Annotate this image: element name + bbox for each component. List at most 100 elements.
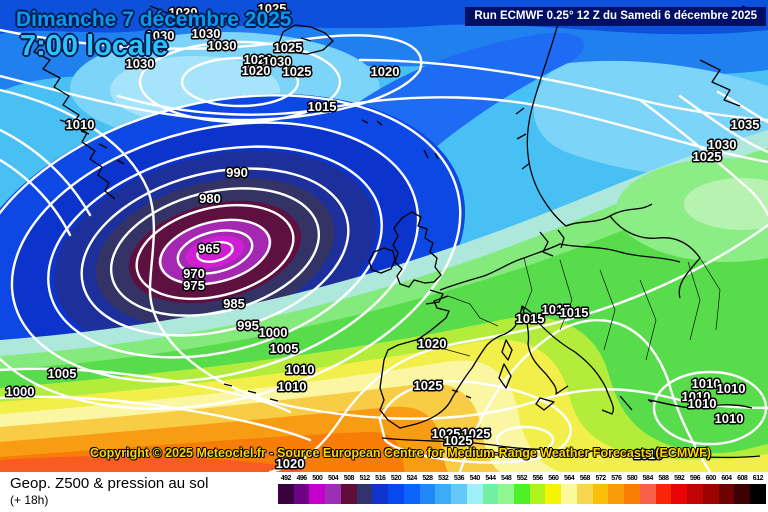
pressure-label: 1030 <box>208 38 237 53</box>
scale-color-cell <box>356 484 373 504</box>
pressure-label: 1005 <box>48 366 77 381</box>
scale-color-cell <box>529 484 546 504</box>
scale-column: 496 <box>293 474 310 504</box>
scale-color-cell <box>466 484 483 504</box>
pressure-label: 1025 <box>432 426 461 441</box>
scale-column: 584 <box>639 474 656 504</box>
copyright-text: Copyright © 2025 Meteociel.fr - Source E… <box>90 446 711 460</box>
scale-value-label: 540 <box>469 475 481 482</box>
scale-value-label: 504 <box>327 475 339 482</box>
scale-column: 596 <box>687 474 703 504</box>
scale-column: 520 <box>388 474 404 504</box>
scale-column: 564 <box>561 474 577 504</box>
scale-column: 560 <box>545 474 562 504</box>
scale-column: 540 <box>466 474 483 504</box>
pressure-label: 1020 <box>418 336 447 351</box>
scale-value-label: 572 <box>595 475 606 482</box>
scale-color-cell <box>671 484 688 504</box>
scale-value-label: 592 <box>674 475 685 482</box>
scale-column: 528 <box>419 474 436 504</box>
scale-color-cell <box>687 484 703 504</box>
scale-value-label: 524 <box>406 475 418 482</box>
scale-color-cell <box>639 484 656 504</box>
pressure-label: 1010 <box>715 411 744 426</box>
scale-column: 608 <box>734 474 751 504</box>
scale-color-cell <box>419 484 436 504</box>
isobar-contours <box>0 28 768 472</box>
pressure-label: 975 <box>183 278 205 293</box>
pressure-label: 985 <box>223 296 245 311</box>
pressure-label: 1005 <box>270 341 299 356</box>
scale-value-label: 548 <box>501 475 512 482</box>
pressure-label: 1020 <box>242 63 271 78</box>
pressure-label: 1010 <box>682 389 711 404</box>
scale-color-cell <box>325 484 341 504</box>
pressure-label: 1010 <box>717 381 746 396</box>
scale-column: 552 <box>514 474 530 504</box>
scale-value-label: 508 <box>343 475 355 482</box>
scale-color-cell <box>309 484 326 504</box>
scale-column: 544 <box>482 474 499 504</box>
scale-color-cell <box>655 484 672 504</box>
scale-color-cell <box>545 484 562 504</box>
scale-color-cell <box>702 484 719 504</box>
scale-value-label: 536 <box>453 475 465 482</box>
scale-value-label: 608 <box>737 475 748 482</box>
scale-column: 568 <box>576 474 593 504</box>
scale-color-cell <box>734 484 751 504</box>
scale-value-label: 516 <box>375 475 386 482</box>
pressure-label: 1015 <box>308 99 337 114</box>
scale-value-label: 604 <box>721 475 732 482</box>
scale-value-label: 552 <box>516 475 528 482</box>
pressure-label: 1030 <box>263 54 292 69</box>
scale-column: 604 <box>718 474 735 504</box>
scale-value-label: 556 <box>532 475 544 482</box>
scale-column: 524 <box>403 474 420 504</box>
scale-value-label: 584 <box>642 475 654 482</box>
scale-color-cell <box>340 484 357 504</box>
scale-value-label: 544 <box>485 475 496 482</box>
pressure-label: 1010 <box>66 117 95 132</box>
scale-color-cell <box>451 484 467 504</box>
pressure-label: 1015 <box>542 302 571 317</box>
scale-value-label: 576 <box>611 475 622 482</box>
country-borders <box>415 257 721 361</box>
pressure-label: 1000 <box>259 325 288 340</box>
scale-value-label: 560 <box>548 475 559 482</box>
scale-color-cell <box>592 484 609 504</box>
footer-bar: Geop. Z500 & pression au sol (+ 18h) 492… <box>0 472 768 512</box>
scale-value-label: 596 <box>689 475 701 482</box>
scale-color-cell <box>498 484 515 504</box>
pressure-label: 1000 <box>6 384 35 399</box>
map-area: 1020 1025 1030 1030 1030 1030 1025 1020 1030 1025… <box>0 0 768 472</box>
scale-color-cell <box>388 484 404 504</box>
run-info-box: Run ECMWF 0.25° 12 Z du Samedi 6 décembr… <box>465 7 766 26</box>
pressure-label: 1020 <box>276 456 305 471</box>
scale-color-cell <box>608 484 625 504</box>
scale-column: 536 <box>451 474 467 504</box>
pressure-label: 1010 <box>692 376 721 391</box>
scale-column: 508 <box>340 474 357 504</box>
scale-color-cell <box>435 484 452 504</box>
pressure-label: 1025 <box>444 433 473 448</box>
scale-color-cell <box>403 484 420 504</box>
product-title: Geop. Z500 & pression au sol <box>10 475 209 492</box>
forecast-step: (+ 18h) <box>10 493 49 507</box>
pressure-label: 1015 <box>516 311 545 326</box>
scale-value-label: 600 <box>705 475 717 482</box>
scale-color-cell <box>278 484 294 504</box>
pressure-label: 1020 <box>371 64 400 79</box>
pressure-label: 980 <box>199 191 221 206</box>
scale-column: 516 <box>372 474 389 504</box>
scale-column: 600 <box>702 474 719 504</box>
pressure-label: 1035 <box>731 117 760 132</box>
scale-column: 588 <box>655 474 672 504</box>
pressure-label: 970 <box>183 266 205 281</box>
scale-value-label: 568 <box>579 475 591 482</box>
scale-column: 548 <box>498 474 515 504</box>
pressure-label: 1010 <box>278 379 307 394</box>
scale-column: 580 <box>624 474 640 504</box>
pressure-label: 1030 <box>192 26 221 41</box>
